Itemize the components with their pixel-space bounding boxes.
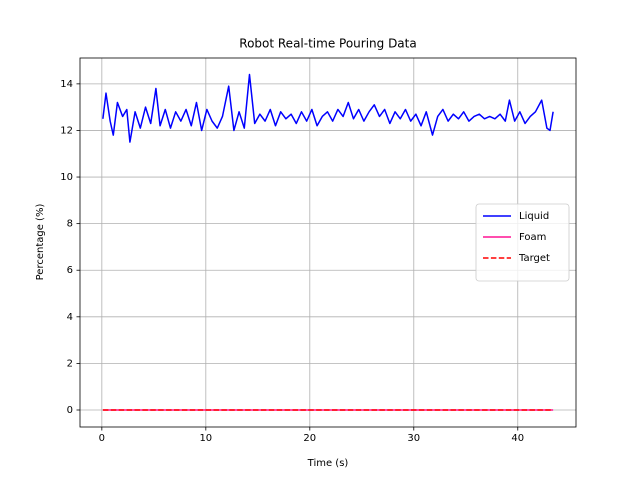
series-line xyxy=(102,73,554,143)
x-tick-label: 20 xyxy=(303,433,316,444)
y-tick-label: 6 xyxy=(67,265,73,276)
y-tick-label: 8 xyxy=(67,219,73,230)
x-tick-label: 40 xyxy=(511,433,524,444)
y-tick-label: 0 xyxy=(67,405,73,416)
y-tick-label: 4 xyxy=(67,312,73,323)
y-tick-label: 12 xyxy=(60,125,73,136)
legend-label: Foam xyxy=(519,232,546,243)
ticks: 0 10 20 30 40 0 2 4 6 8 10 12 14 xyxy=(60,79,524,444)
y-axis-label: Percentage (%) xyxy=(35,204,46,281)
x-tick-label: 0 xyxy=(99,433,105,444)
axes-frame xyxy=(79,57,577,428)
legend-label: Liquid xyxy=(519,211,549,222)
chart-title: Robot Real-time Pouring Data xyxy=(239,37,416,51)
y-tick-label: 14 xyxy=(60,79,73,90)
x-axis-label: Time (s) xyxy=(307,458,349,469)
y-tick-label: 2 xyxy=(67,358,73,369)
y-tick-label: 10 xyxy=(60,172,73,183)
legend: Liquid Foam Target xyxy=(475,203,570,282)
x-tick-label: 10 xyxy=(199,433,212,444)
legend-box xyxy=(475,203,570,282)
x-tick-label: 30 xyxy=(407,433,420,444)
legend-label: Target xyxy=(518,253,550,264)
plot-lines xyxy=(102,73,554,411)
